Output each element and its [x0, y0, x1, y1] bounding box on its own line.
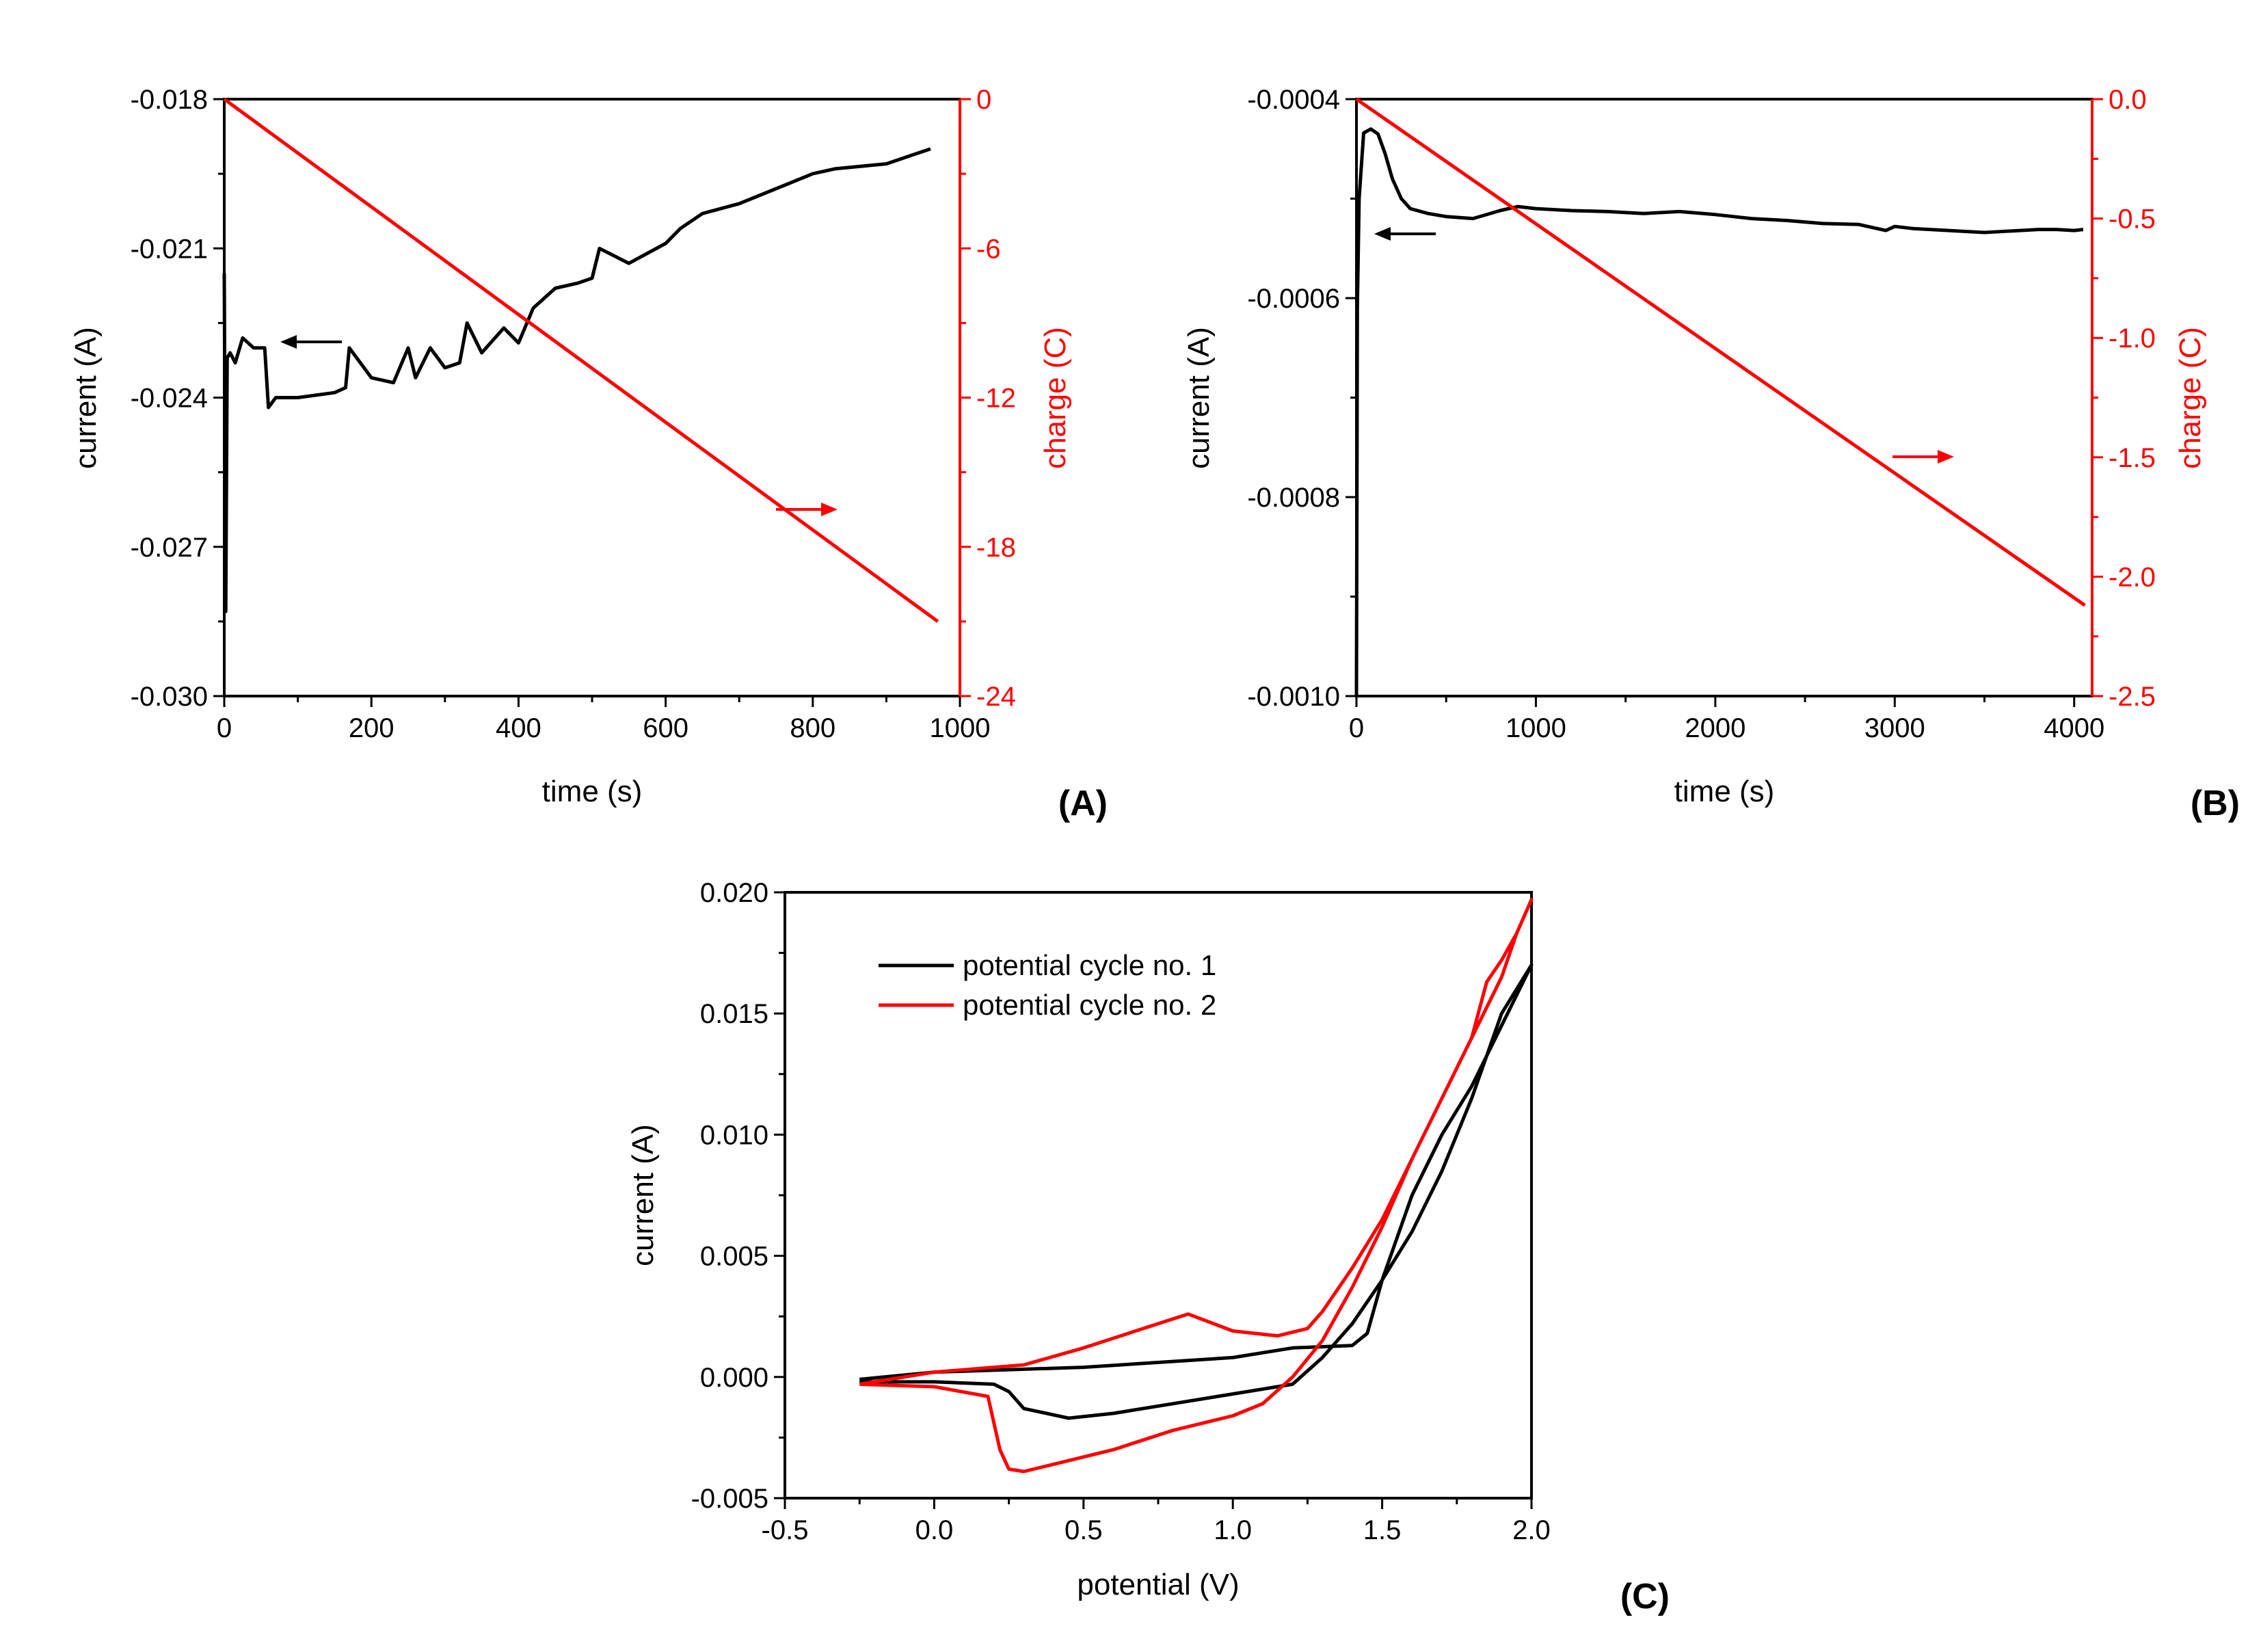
chart-a-marks: 0 200 400 600 800 1000 -0.030 -0.027 -0.024 -0.02…	[131, 85, 1016, 743]
y-tick-label-right: 0	[976, 85, 991, 115]
axis-arrow-head	[280, 335, 297, 349]
y-tick-label-right: -1.5	[2109, 443, 2156, 473]
x-tick-label: 0.0	[915, 1515, 954, 1545]
series-line-1	[1355, 97, 2086, 607]
axis-arrow-head	[1938, 450, 1954, 464]
y-tick-label-right: 0.0	[2109, 85, 2147, 115]
x-tick-label: 3000	[1864, 713, 1925, 743]
chart-panel-b: 0 1000 2000 3000 4000 -0.0010 -0.0008 -0.0006 -0…	[1182, 85, 2240, 823]
y-tick-label-right: -1.0	[2109, 323, 2156, 354]
x-axis-title-b: time (s)	[1674, 775, 1775, 808]
y-tick-label-left: 0.010	[700, 1120, 768, 1150]
chart-c-marks: -0.5 0.0 0.5 1.0 1.5 2.0 -0.005 0.000 0.005 0.010…	[691, 878, 1551, 1545]
chart-b-marks: 0 1000 2000 3000 4000 -0.0010 -0.0008 -0.0006 -0…	[1247, 85, 2156, 743]
y-tick-label-left: -0.024	[131, 384, 208, 414]
y-tick-label-left: -0.0006	[1247, 284, 1340, 314]
x-tick-label: 0.5	[1065, 1515, 1103, 1545]
y-tick-label-left: 0.020	[700, 878, 768, 908]
legend-label-cycle-2: potential cycle no. 2	[963, 989, 1216, 1021]
legend-label-cycle-1: potential cycle no. 1	[963, 949, 1216, 981]
y-axis-title-left-b: current (A)	[1182, 327, 1216, 469]
y-tick-label-right: -12	[976, 384, 1016, 414]
y-tick-label-right: -2.5	[2109, 682, 2156, 712]
y-tick-label-right: -2.0	[2109, 562, 2156, 592]
x-tick-label: 2000	[1685, 713, 1745, 743]
x-tick-label: 600	[643, 713, 688, 743]
y-tick-label-left: 0.000	[700, 1363, 768, 1393]
panel-label-b: (B)	[2191, 784, 2240, 823]
x-tick-label: 1000	[1506, 713, 1566, 743]
axis-arrow-head	[821, 503, 838, 516]
series-line-0	[222, 147, 931, 613]
y-tick-label-left: -0.0008	[1247, 483, 1340, 513]
x-tick-label: 400	[496, 713, 541, 743]
x-tick-label: 800	[790, 713, 835, 743]
series-line-1	[859, 898, 1534, 1474]
y-tick-label-left: -0.005	[691, 1484, 768, 1514]
y-tick-label-right: -18	[976, 533, 1016, 563]
chart-panel-c: -0.5 0.0 0.5 1.0 1.5 2.0 -0.005 0.000 0.005 0.010…	[626, 878, 1670, 1616]
x-tick-label: 2.0	[1512, 1515, 1551, 1545]
y-tick-label-left: -0.018	[131, 85, 208, 115]
y-axis-title-left-a: current (A)	[69, 327, 103, 469]
chart-panel-a: 0 200 400 600 800 1000 -0.030 -0.027 -0.024 -0.02…	[69, 85, 1108, 823]
plot-frame-a	[223, 98, 961, 697]
y-tick-label-right: -6	[976, 234, 1001, 264]
x-tick-label: 1000	[930, 713, 991, 743]
x-tick-label: 1.0	[1214, 1515, 1252, 1545]
y-tick-label-left: -0.0004	[1247, 85, 1340, 115]
x-tick-label: 1.5	[1363, 1515, 1402, 1545]
y-axis-title-right-a: charge (C)	[1039, 327, 1072, 469]
y-tick-label-left: -0.021	[131, 234, 208, 264]
x-tick-label: -0.5	[762, 1515, 809, 1545]
x-tick-label: 0	[217, 713, 232, 743]
series-line-0	[1354, 127, 2084, 697]
panel-label-a: (A)	[1058, 784, 1108, 823]
y-tick-label-left: 0.005	[700, 1242, 768, 1272]
y-tick-label-right: -24	[976, 682, 1016, 712]
y-tick-label-left: -0.0010	[1247, 682, 1340, 712]
y-tick-label-left: 0.015	[700, 999, 768, 1029]
y-axis-title-right-b: charge (C)	[2173, 327, 2207, 469]
panel-label-c: (C)	[1620, 1577, 1670, 1616]
y-tick-label-left: -0.027	[131, 533, 208, 563]
x-axis-title-c: potential (V)	[1077, 1568, 1239, 1601]
x-tick-label: 0	[1349, 713, 1364, 743]
y-axis-title-c: current (A)	[626, 1124, 660, 1266]
x-tick-label: 4000	[2044, 713, 2104, 743]
legend-c: potential cycle no. 1 potential cycle no…	[879, 949, 1216, 1021]
axis-arrow-head	[1374, 227, 1391, 241]
y-tick-label-left: -0.030	[131, 682, 208, 712]
series-line-1	[223, 97, 939, 623]
series-line-0	[859, 963, 1534, 1420]
x-axis-title-a: time (s)	[542, 775, 643, 808]
plot-frame-b	[1355, 98, 2093, 697]
x-tick-label: 200	[349, 713, 394, 743]
y-tick-label-right: -0.5	[2109, 204, 2156, 235]
